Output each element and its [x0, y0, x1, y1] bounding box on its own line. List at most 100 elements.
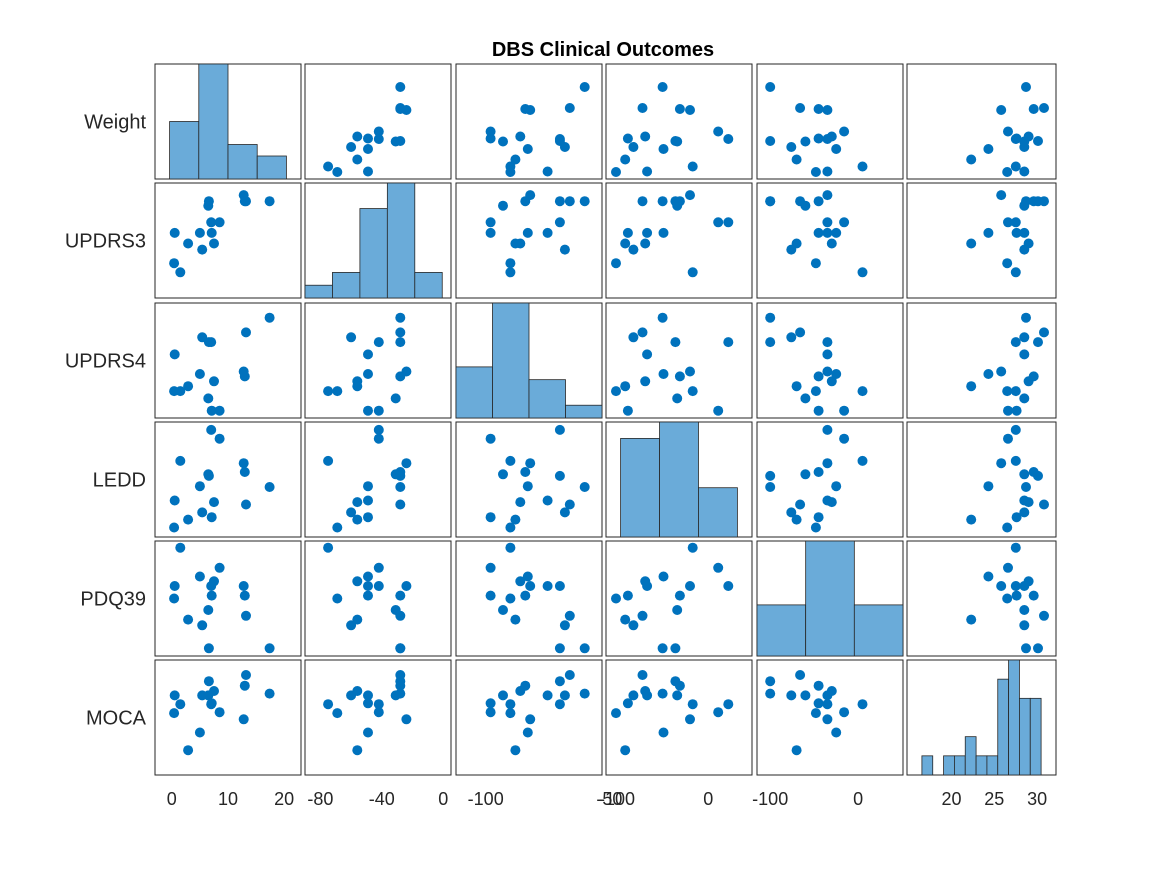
scatter-point — [1019, 166, 1030, 177]
scatter-point — [498, 200, 508, 211]
scatter-point — [169, 495, 180, 506]
scatter-point — [579, 82, 590, 92]
scatter-point — [363, 727, 373, 738]
scatter-point — [658, 227, 669, 238]
scatter-point — [723, 699, 734, 710]
scatter-point — [505, 258, 516, 269]
scatter-point — [175, 542, 186, 553]
scatter-point — [983, 571, 994, 582]
scatter-point — [194, 481, 205, 492]
scatter-point — [373, 562, 384, 573]
scatter-point — [515, 497, 526, 508]
scatter-point — [628, 332, 639, 343]
scatter-point — [839, 126, 850, 137]
scatter-point — [363, 405, 373, 416]
hist-bar — [414, 272, 443, 299]
x-tick-label: 0 — [703, 789, 713, 809]
scatter-point — [485, 590, 496, 601]
panel-pdq39-vs-updrs3 — [304, 540, 452, 657]
scatter-point — [214, 217, 225, 228]
scatter-point — [685, 105, 695, 115]
scatter-point — [813, 512, 824, 523]
scatter-point — [791, 381, 802, 392]
scatter-point — [687, 267, 698, 278]
panel-moca-vs-ledd — [605, 659, 753, 776]
panel-ledd-vs-updrs4 — [455, 421, 603, 538]
scatter-point — [966, 381, 977, 392]
scatter-point — [395, 499, 406, 510]
panel-frame — [304, 540, 452, 657]
scatter-point — [831, 144, 842, 154]
hist-bar — [853, 604, 904, 657]
scatter-point — [622, 698, 633, 709]
scatter-point — [1019, 507, 1030, 518]
scatter-point — [786, 690, 797, 701]
panel-pdq39-vs-updrs4 — [455, 540, 603, 657]
scatter-point — [637, 670, 648, 680]
scatter-point — [239, 371, 250, 382]
scatter-point — [1010, 337, 1021, 348]
scatter-point — [485, 512, 496, 523]
scatter-point — [640, 576, 651, 587]
scatter-point — [831, 481, 842, 492]
hist-bar — [997, 678, 1009, 776]
scatter-point — [1010, 386, 1021, 397]
scatter-point — [579, 643, 590, 654]
scatter-point — [996, 105, 1007, 115]
scatter-point — [373, 134, 384, 144]
scatter-point — [505, 593, 516, 604]
scatter-point — [395, 670, 406, 680]
scatter-point — [857, 699, 868, 710]
panel-frame — [154, 540, 302, 657]
row-label-moca: MOCA — [86, 708, 147, 730]
panel-frame — [455, 63, 603, 180]
scatter-point — [1019, 349, 1030, 360]
scatter-point — [640, 376, 651, 387]
scatter-point — [637, 103, 648, 113]
scatter-point — [658, 144, 669, 154]
scatter-point — [1023, 497, 1034, 508]
scatter-point — [672, 393, 683, 404]
scatter-point — [522, 144, 533, 154]
scatter-point — [620, 238, 631, 249]
scatter-point — [564, 670, 575, 680]
scatter-point — [183, 614, 194, 625]
scatter-point — [795, 103, 806, 113]
scatter-point — [564, 103, 575, 113]
scatter-point — [505, 542, 516, 553]
hist-bar — [359, 208, 388, 299]
scatter-point — [800, 469, 811, 480]
scatter-point — [332, 522, 343, 533]
scatter-point — [1039, 610, 1049, 621]
scatter-point — [685, 581, 695, 591]
x-tick-label: -100 — [752, 789, 788, 809]
scatter-point — [620, 745, 631, 756]
chart-title: DBS Clinical Outcomes — [492, 39, 714, 61]
panel-weight-vs-ledd — [605, 63, 753, 180]
scatter-point — [363, 495, 373, 506]
scatter-point — [169, 581, 180, 591]
scatter-point — [485, 133, 496, 144]
row-label-weight: Weight — [84, 112, 146, 134]
scatter-point — [687, 699, 698, 710]
scatter-point — [637, 327, 648, 338]
hist-bar — [954, 755, 966, 776]
scatter-point — [1028, 467, 1039, 477]
scatter-point — [209, 238, 219, 249]
scatter-point — [813, 104, 824, 114]
scatter-point — [332, 593, 343, 604]
scatter-point — [169, 227, 180, 238]
scatter-point — [332, 708, 343, 719]
scatter-point — [813, 680, 824, 691]
hist-bar — [169, 121, 200, 180]
scatter-point — [674, 590, 685, 601]
scatter-point — [175, 455, 186, 466]
scatter-point — [723, 581, 734, 591]
scatter-point — [390, 393, 401, 404]
scatter-point — [640, 131, 651, 142]
scatter-point — [996, 581, 1007, 591]
panel-updrs3-vs-updrs3 — [304, 182, 452, 299]
scatter-point — [203, 393, 214, 404]
panel-moca-vs-weight — [154, 659, 302, 776]
scatter-point — [183, 238, 194, 249]
